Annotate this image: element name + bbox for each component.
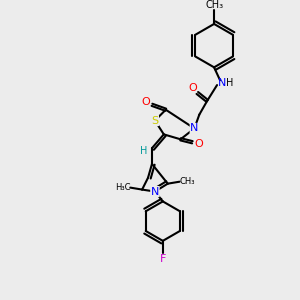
Text: S: S	[152, 116, 158, 126]
Text: CH₃: CH₃	[205, 0, 223, 10]
Text: N: N	[218, 78, 226, 88]
Text: H₃C: H₃C	[115, 183, 130, 192]
Text: O: O	[142, 97, 150, 107]
Text: N: N	[151, 187, 159, 196]
Text: F: F	[160, 254, 166, 264]
Text: H: H	[140, 146, 148, 156]
Text: CH₃: CH₃	[180, 177, 195, 186]
Text: N: N	[190, 124, 199, 134]
Text: H: H	[226, 78, 233, 88]
Text: O: O	[194, 139, 203, 149]
Text: O: O	[188, 83, 197, 93]
